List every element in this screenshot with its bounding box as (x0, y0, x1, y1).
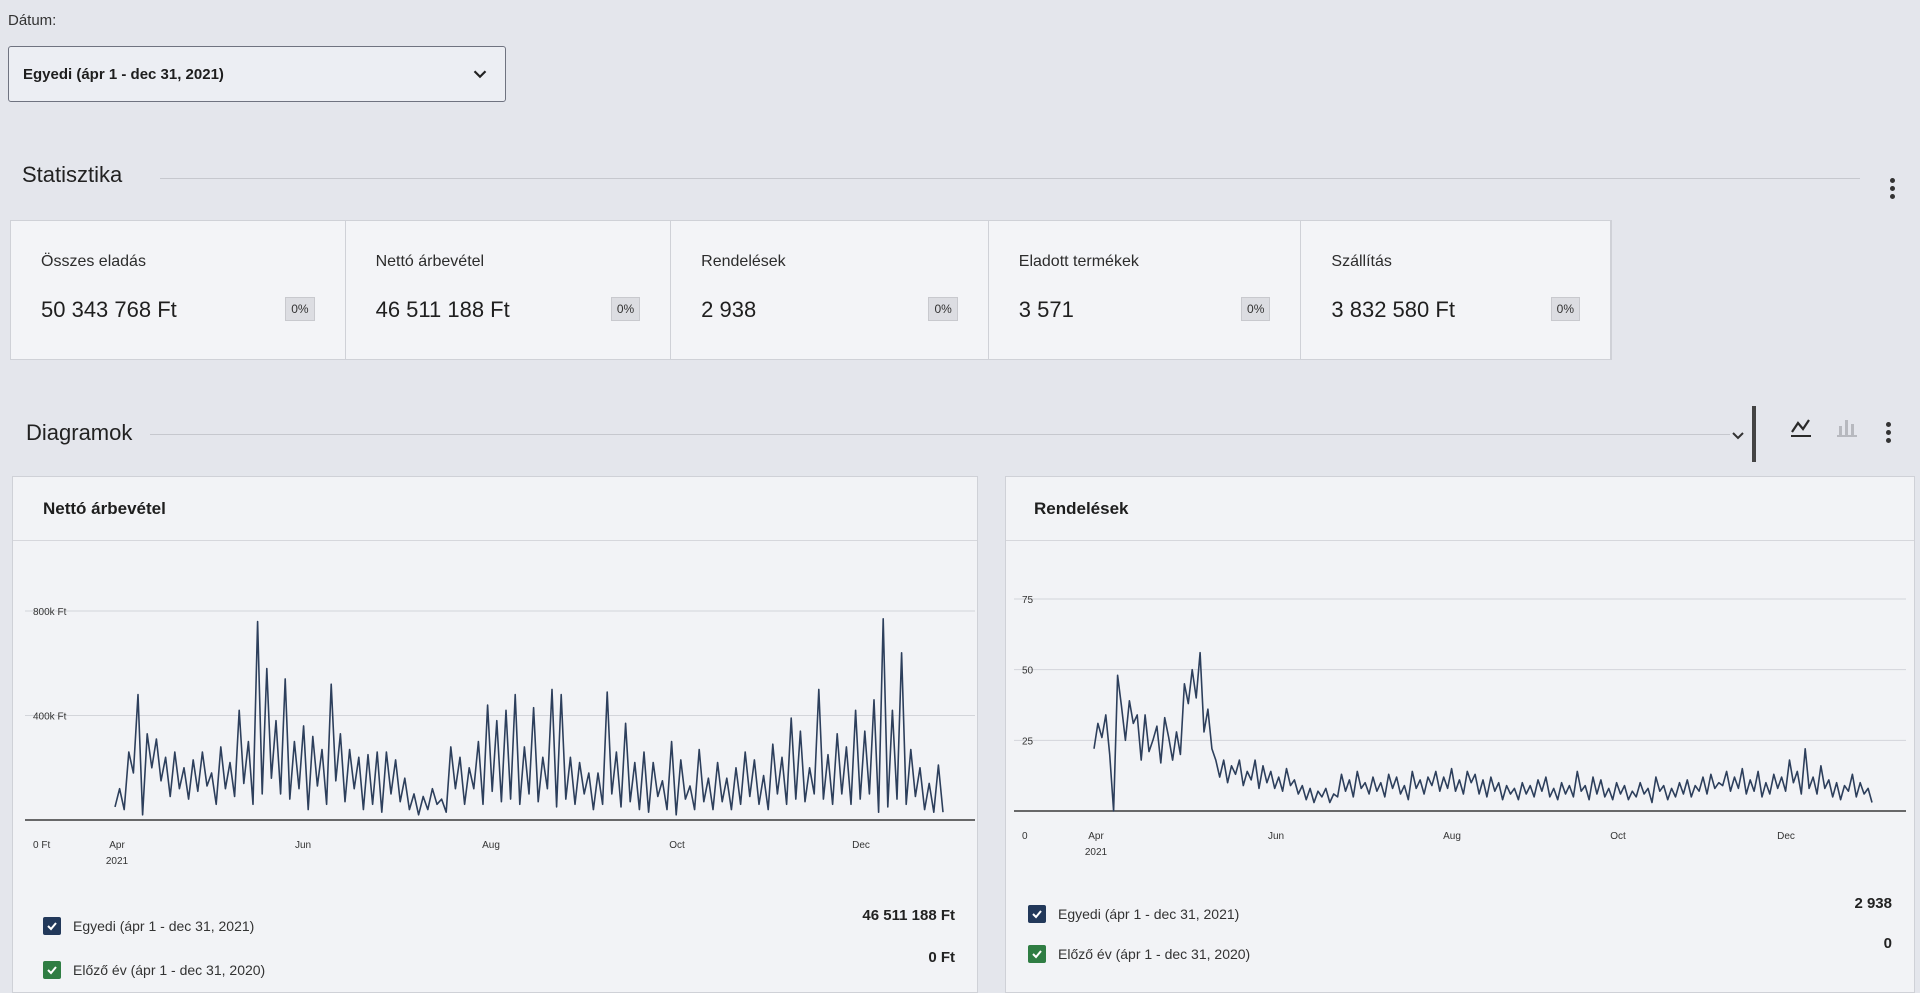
x-tick-label: Jun (1268, 831, 1284, 842)
net-revenue-line-chart: 0 Ft 400k Ft 800k Ft Apr 2021 Jun Aug Oct Dec (25, 607, 975, 867)
x-tick-label: Aug (482, 840, 500, 851)
stat-label: Eladott termékek (1018, 253, 1139, 270)
stat-card-items-sold[interactable]: Eladott termékek 3 571 0% (989, 221, 1302, 359)
stat-card-shipping[interactable]: Szállítás 3 832 580 Ft 0% (1301, 221, 1611, 359)
date-range-value: Egyedi (ápr 1 - dec 31, 2021) (23, 65, 224, 83)
stat-value: 46 511 188 Ft (375, 297, 510, 322)
stats-kebab-menu-icon[interactable] (1888, 176, 1896, 202)
stat-card-net-revenue[interactable]: Nettó árbevétel 46 511 188 Ft 0% (346, 221, 672, 359)
checkbox-checked-icon[interactable] (1028, 945, 1046, 963)
orders-line-chart: 0 25 50 75 Apr 2021 Jun Aug Oct Dec (1014, 595, 1906, 858)
stat-change-badge: 0% (610, 297, 641, 321)
charts-kebab-menu-icon[interactable] (1884, 420, 1892, 446)
legend-value: 2 938 (1854, 895, 1892, 912)
legend-item-current[interactable]: Egyedi (ápr 1 - dec 31, 2021) (43, 917, 254, 935)
series-line-current (114, 618, 944, 816)
series-line-current (1093, 651, 1873, 812)
x-tick-label: Apr (109, 840, 125, 851)
legend-value: 0 Ft (928, 949, 955, 966)
charts-section-title: Diagramok (26, 420, 133, 445)
chart-card-orders: Rendelések 0 25 50 75 Apr 2021 Jun Aug Oct Dec Eg… (1005, 476, 1915, 993)
chart-card-net-revenue: Nettó árbevétel 0 Ft 400k Ft 800k Ft Apr 202… (12, 476, 978, 993)
stat-value: 2 938 (701, 297, 757, 322)
charts-divider (150, 434, 1730, 435)
legend-label: Egyedi (ápr 1 - dec 31, 2021) (73, 918, 255, 934)
stats-section-title: Statisztika (22, 162, 123, 187)
x-tick-label: Oct (1610, 831, 1626, 842)
date-range-select[interactable]: Egyedi (ápr 1 - dec 31, 2021) (8, 46, 506, 102)
line-chart-icon[interactable] (1788, 414, 1814, 440)
stat-card-total-sales[interactable]: Összes eladás 50 343 768 Ft 0% (11, 221, 346, 359)
legend-item-previous[interactable]: Előző év (ápr 1 - dec 31, 2020) (1028, 945, 1250, 963)
y-tick-label: 400k Ft (33, 712, 67, 723)
legend-item-current[interactable]: Egyedi (ápr 1 - dec 31, 2021) (1028, 905, 1239, 923)
y-tick-label: 0 (1022, 831, 1028, 842)
date-label: Dátum: (8, 12, 57, 29)
x-tick-label: 2021 (1085, 847, 1108, 858)
stats-divider (160, 178, 1860, 179)
stat-change-badge: 0% (1241, 297, 1271, 321)
stat-label: Nettó árbevétel (375, 253, 485, 270)
x-tick-label: Aug (1443, 831, 1461, 842)
x-tick-label: Apr (1088, 831, 1104, 842)
toolbar-divider (1752, 406, 1756, 462)
legend-label: Előző év (ápr 1 - dec 31, 2020) (73, 962, 266, 978)
chart-title: Rendelések (1006, 477, 1914, 541)
checkbox-checked-icon[interactable] (43, 917, 61, 935)
legend-value: 0 (1883, 935, 1892, 952)
checkbox-checked-icon[interactable] (43, 961, 61, 979)
stats-panel: Összes eladás 50 343 768 Ft 0% Nettó árb… (10, 220, 1612, 360)
chevron-down-icon[interactable] (1728, 425, 1748, 445)
checkbox-checked-icon[interactable] (1028, 905, 1046, 923)
x-tick-label: Jun (295, 840, 311, 851)
stat-label: Összes eladás (41, 253, 146, 270)
x-tick-label: Dec (852, 840, 870, 851)
y-tick-label: 0 Ft (33, 840, 50, 851)
x-tick-label: Dec (1777, 831, 1795, 842)
stat-change-badge: 0% (928, 297, 958, 321)
chevron-down-icon (473, 70, 487, 79)
stat-label: Rendelések (701, 253, 786, 270)
y-tick-label: 25 (1022, 736, 1034, 747)
stat-value: 50 343 768 Ft (41, 297, 177, 322)
stat-card-orders[interactable]: Rendelések 2 938 0% (671, 221, 989, 359)
y-tick-label: 75 (1022, 595, 1034, 606)
stat-value: 3 832 580 Ft (1331, 297, 1455, 322)
stat-change-badge: 0% (1550, 297, 1580, 321)
legend-label: Előző év (ápr 1 - dec 31, 2020) (1058, 946, 1251, 962)
legend-label: Egyedi (ápr 1 - dec 31, 2021) (1058, 906, 1240, 922)
stat-label: Szállítás (1331, 253, 1392, 270)
x-tick-label: Oct (669, 840, 685, 851)
bar-chart-icon[interactable] (1834, 414, 1860, 440)
legend-item-previous[interactable]: Előző év (ápr 1 - dec 31, 2020) (43, 961, 265, 979)
legend-value: 46 511 188 Ft (862, 907, 955, 924)
y-tick-label: 50 (1022, 666, 1034, 677)
stat-change-badge: 0% (285, 297, 315, 321)
y-tick-label: 800k Ft (33, 607, 67, 618)
x-tick-label: 2021 (106, 856, 129, 867)
stat-value: 3 571 (1018, 297, 1074, 322)
chart-title: Nettó árbevétel (13, 477, 977, 541)
